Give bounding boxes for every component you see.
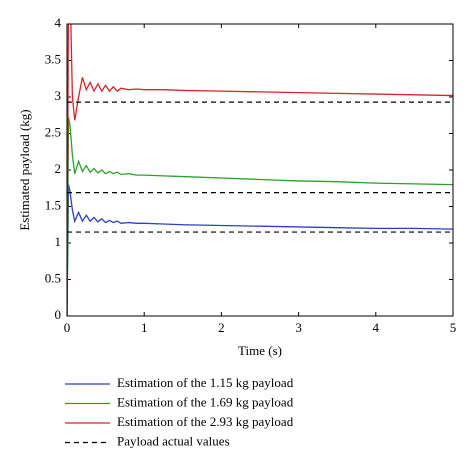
- x-tick-label: 3: [295, 320, 302, 335]
- y-tick-label: 2: [55, 161, 62, 176]
- y-tick-label: 4: [55, 15, 62, 30]
- x-tick-label: 1: [141, 320, 148, 335]
- y-tick-label: 1: [55, 234, 62, 249]
- x-tick-label: 2: [218, 320, 225, 335]
- y-tick-label: 0.5: [45, 270, 61, 285]
- y-tick-label: 0: [55, 307, 62, 322]
- series-line: [67, 24, 453, 316]
- y-tick-label: 2.5: [45, 124, 61, 139]
- x-tick-label: 4: [373, 320, 380, 335]
- legend-label: Estimation of the 1.15 kg payload: [117, 375, 294, 390]
- x-axis-label: Time (s): [238, 343, 282, 358]
- y-axis-label: Estimated payload (kg): [17, 109, 32, 230]
- series-line: [67, 117, 453, 316]
- y-tick-label: 3.5: [45, 51, 61, 66]
- series-line: [67, 184, 453, 316]
- y-tick-label: 3: [55, 88, 62, 103]
- legend-label: Estimation of the 1.69 kg payload: [117, 394, 294, 409]
- y-tick-label: 1.5: [45, 197, 61, 212]
- x-tick-label: 0: [64, 320, 71, 335]
- x-tick-label: 5: [450, 320, 457, 335]
- plot-area: [67, 24, 453, 316]
- legend-label: Payload actual values: [117, 433, 230, 448]
- plot-frame: [66, 23, 454, 317]
- legend-label: Estimation of the 2.93 kg payload: [117, 414, 294, 429]
